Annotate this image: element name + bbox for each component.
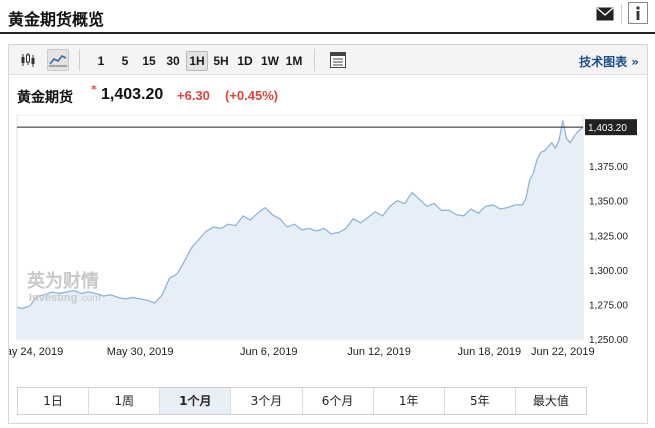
timeframe-15[interactable]: 15 <box>142 54 156 68</box>
range-1d[interactable]: 1日 <box>18 388 90 414</box>
range-3m[interactable]: 3个月 <box>231 388 303 414</box>
timeframe-1[interactable]: 1 <box>97 54 105 68</box>
timeframe-5[interactable]: 5 <box>121 54 129 68</box>
timeframe-1h[interactable]: 1H <box>186 51 208 71</box>
toolbar-divider <box>79 49 80 71</box>
title-underline <box>0 32 655 34</box>
price-line <box>16 120 584 310</box>
price-change-percent: (+0.45%) <box>225 88 279 103</box>
y-tick-label: 1,300.00 <box>589 266 628 277</box>
timeframe-5h[interactable]: 5H <box>213 54 229 68</box>
toolbar-divider <box>314 49 315 71</box>
last-price-tag: 1,403.20 <box>585 119 637 136</box>
page-title: 黄金期货概览 <box>8 10 105 29</box>
y-tick-label: 1,250.00 <box>589 335 628 346</box>
watermark-cn: 英为财情 <box>26 270 99 292</box>
x-tick-label: May 24, 2019 <box>9 346 63 358</box>
last-price-tag-box <box>585 119 637 136</box>
y-tick-label: 1,375.00 <box>589 162 628 173</box>
chart-panel: 1 5 15 30 1H 5H 1D 1W 1M 技术图表 » 黄金期货 * 1… <box>8 44 648 424</box>
price-chart[interactable]: 1,250.00 1,275.00 1,300.00 1,325.00 1,350.00… <box>9 115 647 381</box>
x-tick-label: Jun 18, 2019 <box>457 346 521 358</box>
last-price: 1,403.20 <box>101 86 164 103</box>
timeframe-30[interactable]: 30 <box>166 54 180 68</box>
last-price-tag-label: 1,403.20 <box>588 123 627 134</box>
investing-watermark: 英为财情 Investing .com <box>26 270 101 304</box>
y-tick-label: 1,275.00 <box>589 300 628 311</box>
range-selector: 1日 1周 1个月 3个月 6个月 1年 5年 最大值 <box>17 387 587 415</box>
range-5y[interactable]: 5年 <box>444 388 516 414</box>
technical-chart-link[interactable]: 技术图表 » <box>579 55 639 69</box>
header-icon-divider <box>621 4 622 24</box>
watermark-en: Investing <box>29 292 77 304</box>
delayed-marker: * <box>91 83 97 96</box>
chart-toolbar: 1 5 15 30 1H 5H 1D 1W 1M 技术图表 » <box>9 45 647 75</box>
y-tick-label: 1,325.00 <box>589 231 628 242</box>
price-change: +6.30 <box>177 88 210 103</box>
range-max[interactable]: 最大值 <box>515 388 586 414</box>
info-icon[interactable] <box>628 2 648 24</box>
watermark-en-suffix: .com <box>79 293 101 304</box>
envelope-icon[interactable] <box>596 6 614 21</box>
area-chart-icon[interactable] <box>47 49 69 71</box>
range-1y[interactable]: 1年 <box>373 388 445 414</box>
x-tick-label: May 30, 2019 <box>107 346 174 358</box>
timeframe-1d[interactable]: 1D <box>237 54 253 68</box>
range-1m[interactable]: 1个月 <box>160 388 232 414</box>
x-tick-label: Jun 6, 2019 <box>240 346 298 358</box>
candlestick-icon[interactable] <box>17 49 39 71</box>
timeframe-1w[interactable]: 1W <box>261 54 279 68</box>
y-tick-label: 1,350.00 <box>589 197 628 208</box>
range-6m[interactable]: 6个月 <box>302 388 374 414</box>
range-1w[interactable]: 1周 <box>89 388 161 414</box>
price-area-fill <box>17 120 583 339</box>
x-tick-label: Jun 22, 2019 <box>531 346 595 358</box>
instrument-name: 黄金期货 <box>17 90 73 106</box>
table-icon[interactable] <box>327 49 349 71</box>
x-tick-label: Jun 12, 2019 <box>347 346 411 358</box>
timeframe-1m[interactable]: 1M <box>285 54 303 68</box>
